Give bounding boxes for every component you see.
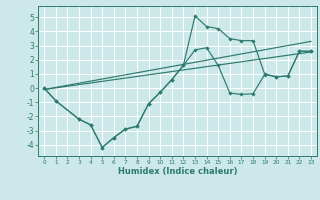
- X-axis label: Humidex (Indice chaleur): Humidex (Indice chaleur): [118, 167, 237, 176]
